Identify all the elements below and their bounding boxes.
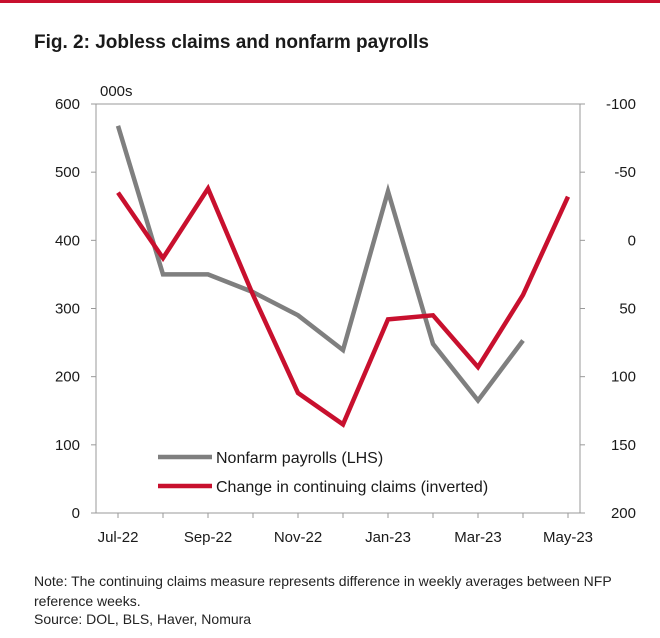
- left-tick-label: 200: [55, 369, 80, 386]
- right-tick-label: 150: [611, 437, 636, 454]
- x-tick-label: Jan-23: [365, 529, 411, 546]
- right-tick-label: -50: [614, 164, 636, 181]
- left-tick-label: 300: [55, 301, 80, 318]
- left-tick-label: 100: [55, 437, 80, 454]
- legend: Nonfarm payrolls (LHS) Change in continui…: [158, 450, 488, 496]
- x-tick-label: Sep-22: [184, 529, 232, 546]
- right-tick-label: 200: [611, 505, 636, 522]
- series-lines: [115, 125, 571, 428]
- right-tick-label: -100: [606, 96, 636, 113]
- left-tick-label: 600: [55, 96, 80, 113]
- legend-label: Nonfarm payrolls (LHS): [216, 450, 383, 467]
- x-tick-label: May-23: [543, 529, 593, 546]
- x-tick-label: Jul-22: [98, 529, 139, 546]
- x-tick-label: Nov-22: [274, 529, 322, 546]
- left-tick-label: 400: [55, 232, 80, 249]
- chart-title: Fig. 2: Jobless claims and nonfarm payro…: [34, 32, 429, 53]
- right-tick-label: 0: [628, 232, 636, 249]
- x-axis-ticks: Jul-22 Sep-22 Nov-22 Jan-23 Mar-23 May-23: [98, 513, 593, 546]
- left-tick-label: 500: [55, 164, 80, 181]
- unit-label: 000s: [100, 83, 133, 100]
- x-tick-label: Mar-23: [454, 529, 502, 546]
- right-axis-ticks: -100 -50 0 50 100 150 200: [580, 96, 636, 522]
- chart-source: Source: DOL, BLS, Haver, Nomura: [34, 611, 252, 627]
- legend-label: Change in continuing claims (inverted): [216, 479, 488, 496]
- claims-line: [116, 183, 571, 428]
- left-tick-label: 0: [72, 505, 80, 522]
- top-accent-rule: [0, 0, 660, 3]
- right-tick-label: 50: [619, 301, 636, 318]
- payrolls-line: [115, 125, 525, 405]
- line-chart: 000s 0 100 200 300 400 500 600 -100 -50 0 50 100 15…: [55, 83, 636, 546]
- right-tick-label: 100: [611, 369, 636, 386]
- chart-note: Note: The continuing claims measure repr…: [34, 573, 612, 609]
- left-axis-ticks: 0 100 200 300 400 500 600: [55, 96, 96, 522]
